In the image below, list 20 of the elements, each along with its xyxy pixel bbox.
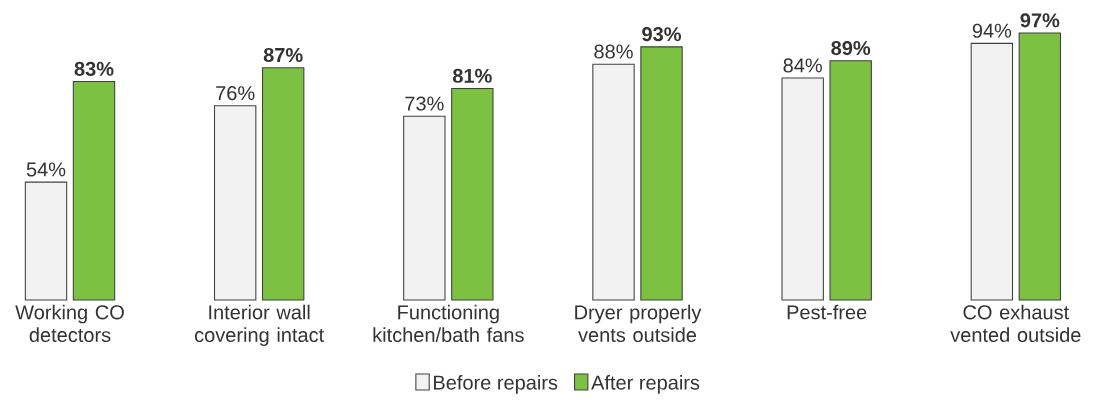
data-label: 89% — [831, 40, 871, 56]
data-label: 83% — [74, 61, 114, 76]
data-label: 84% — [783, 58, 822, 73]
x-tick-label: Interior wall covering intact — [195, 304, 325, 346]
x-tick-label: Functioning kitchen/bath fans — [373, 304, 524, 343]
legend-label: After repairs — [591, 375, 700, 394]
legend-label: Before repairs — [434, 375, 558, 394]
data-label: 93% — [642, 27, 681, 42]
data-label: 94% — [972, 23, 1012, 38]
x-tick-label: Pest-free — [787, 304, 867, 320]
data-label: 87% — [263, 47, 303, 63]
data-label: 73% — [405, 96, 444, 111]
data-label: 88% — [594, 44, 633, 59]
data-label: 81% — [452, 68, 492, 83]
data-label: 54% — [26, 162, 66, 177]
data-label: 76% — [216, 86, 255, 101]
x-tick-label: Working CO detectors — [15, 304, 124, 343]
x-tick-label: CO exhaust vented outside — [950, 304, 1081, 343]
data-label: 97% — [1020, 13, 1060, 28]
x-tick-label: Dryer properly vents outside — [575, 304, 702, 343]
